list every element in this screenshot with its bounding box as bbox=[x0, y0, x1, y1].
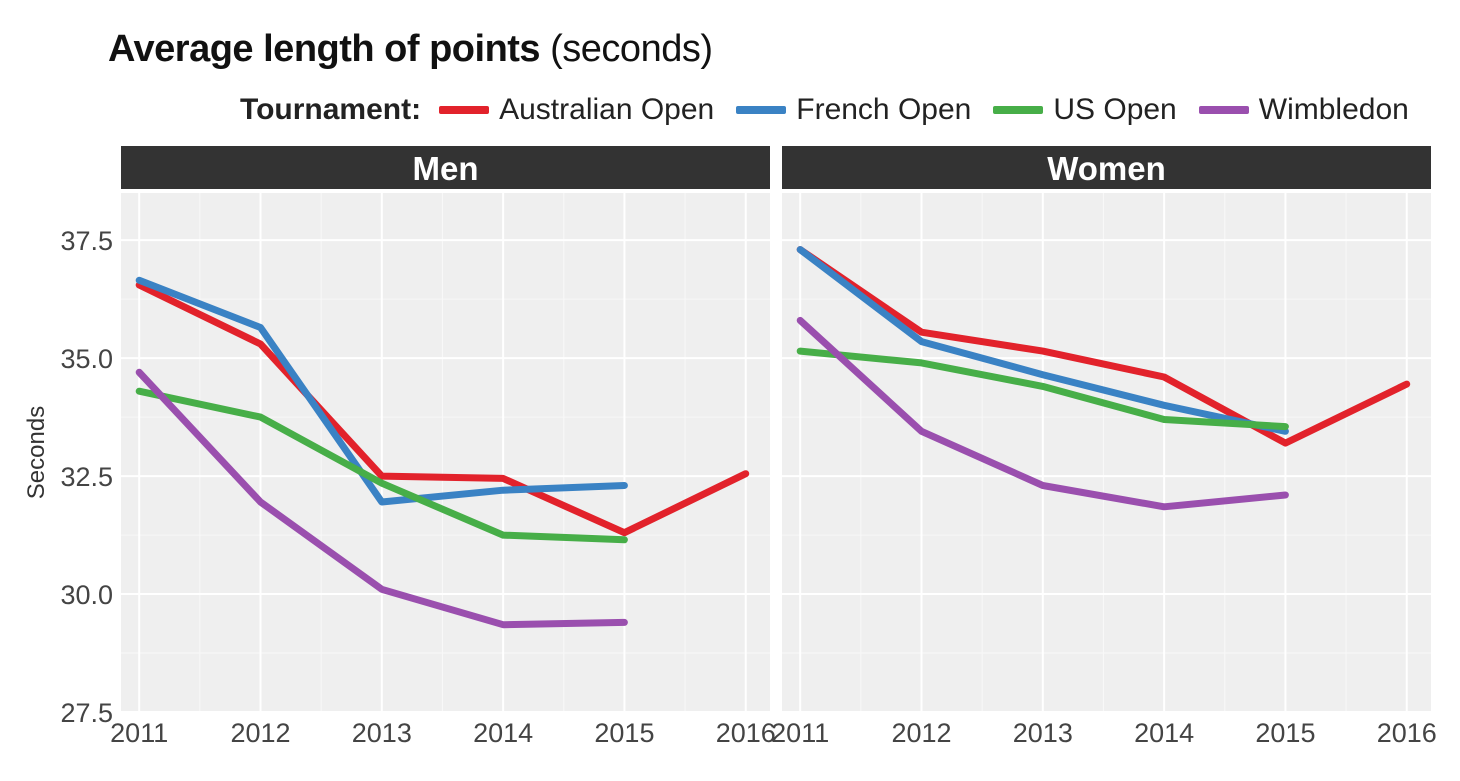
chart-title-unit: (seconds) bbox=[550, 28, 713, 70]
legend-label: Tournament: bbox=[240, 93, 422, 126]
legend-item-us-open: US Open bbox=[993, 93, 1177, 127]
legend-item-wimbledon: Wimbledon bbox=[1198, 93, 1409, 127]
panel-strip bbox=[121, 146, 770, 189]
y-axis-title: Seconds bbox=[23, 406, 50, 499]
panel-men: Men 2011 2012 2013 2014 2015 2016 bbox=[110, 146, 776, 748]
x-tick-label: 2014 bbox=[473, 718, 533, 748]
legend-item-french-open: French Open bbox=[736, 93, 971, 127]
x-tick-label: 2013 bbox=[352, 718, 412, 748]
x-tick-label: 2012 bbox=[891, 718, 951, 748]
legend-swatch bbox=[736, 106, 787, 114]
panel-title: Men bbox=[413, 150, 479, 187]
y-tick-label: 35.0 bbox=[60, 344, 113, 374]
x-tick-label: 2015 bbox=[1255, 718, 1315, 748]
series-line-australian-open bbox=[135, 281, 750, 537]
plot-background bbox=[782, 193, 1431, 712]
panel-women: Women 2011 2012 2013 2014 2015 2016 bbox=[771, 146, 1437, 748]
legend-item-label: Wimbledon bbox=[1258, 93, 1409, 126]
x-tick-label: 2013 bbox=[1013, 718, 1073, 748]
y-tick-label: 27.5 bbox=[60, 698, 113, 728]
legend: Tournament: Australian Open French Open … bbox=[240, 88, 1431, 132]
legend-swatch bbox=[993, 106, 1044, 114]
series-line-french-open bbox=[796, 246, 1289, 435]
plot-background bbox=[121, 193, 770, 712]
legend-swatch bbox=[439, 106, 490, 114]
x-tick-label: 2016 bbox=[1377, 718, 1437, 748]
legend-item-label: French Open bbox=[796, 93, 972, 126]
series-line-us-open bbox=[796, 347, 1289, 431]
y-tick-label: 30.0 bbox=[60, 580, 113, 610]
chart-title-main: Average length of points bbox=[108, 28, 541, 70]
x-tick-label: 2014 bbox=[1134, 718, 1194, 748]
legend-item-australian-open: Australian Open bbox=[439, 93, 714, 127]
series-line-wimbledon bbox=[796, 316, 1289, 511]
legend-item-label: US Open bbox=[1053, 93, 1177, 126]
panel-title: Women bbox=[1047, 150, 1166, 187]
x-tick-label: 2016 bbox=[716, 718, 776, 748]
legend-item-label: Australian Open bbox=[499, 93, 715, 126]
x-tick-label: 2011 bbox=[110, 718, 168, 748]
chart-title: Average length of points (seconds) bbox=[108, 28, 713, 71]
y-tick-label: 37.5 bbox=[60, 226, 113, 256]
series-line-wimbledon bbox=[135, 368, 628, 629]
x-tick-label: 2012 bbox=[230, 718, 290, 748]
y-tick-label: 32.5 bbox=[60, 462, 113, 492]
x-tick-label: 2015 bbox=[594, 718, 654, 748]
legend-swatch bbox=[1198, 106, 1249, 114]
x-tick-label: 2011 bbox=[771, 718, 829, 748]
series-line-australian-open bbox=[796, 246, 1411, 447]
series-line-french-open bbox=[135, 276, 628, 506]
panel-strip bbox=[782, 146, 1431, 189]
series-line-us-open bbox=[135, 387, 628, 544]
